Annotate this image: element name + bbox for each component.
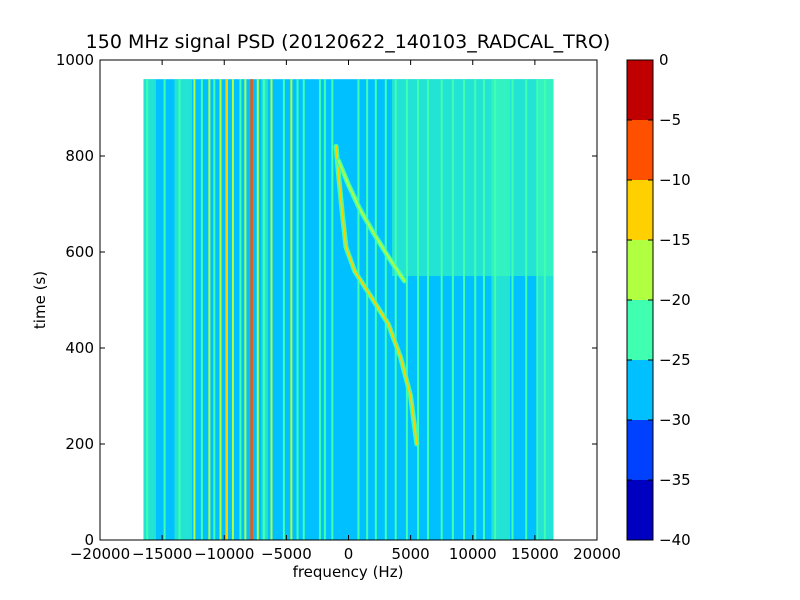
x-tick-label: 0 <box>344 545 354 563</box>
x-tick-label: −5000 <box>261 545 312 563</box>
spectrogram <box>143 79 554 540</box>
spectral-line <box>231 79 234 540</box>
spectrogram-band <box>143 79 156 540</box>
spectral-line <box>417 79 420 540</box>
spectral-line <box>225 79 228 540</box>
spectral-line <box>482 79 485 540</box>
x-axis-label: frequency (Hz) <box>293 563 404 581</box>
y-axis-label: time (s) <box>31 271 49 329</box>
spectral-line <box>282 79 285 540</box>
spectral-line <box>250 79 253 540</box>
colorbar-tick-label: −20 <box>659 291 691 309</box>
spectral-line <box>543 79 546 540</box>
spectral-line <box>323 79 326 540</box>
spectrogram-band <box>174 79 192 540</box>
spectral-line <box>256 79 259 540</box>
spectral-line <box>296 79 299 540</box>
colorbar-segment <box>627 300 653 360</box>
spectral-line <box>366 79 369 540</box>
colorbar-segment <box>627 120 653 180</box>
colorbar: 0 −5 −10 −15 −20 −25 −30 −35 −40 <box>626 51 691 549</box>
x-tick-label: 15000 <box>511 545 559 563</box>
spectral-line <box>290 79 293 540</box>
spectral-line <box>511 79 514 540</box>
colorbar-tick-label: −30 <box>659 411 691 429</box>
colorbar-tick-label: −25 <box>659 351 691 369</box>
doppler-track <box>337 159 406 282</box>
spectral-line <box>474 79 477 540</box>
x-tick-label: 20000 <box>573 545 621 563</box>
spectral-line <box>270 79 273 540</box>
spectral-line <box>244 79 247 540</box>
spectral-line <box>357 79 360 540</box>
spectral-line <box>178 79 181 540</box>
spectral-line <box>525 79 528 540</box>
spectral-line <box>451 79 454 540</box>
chart-title: 150 MHz signal PSD (20120622_140103_RADC… <box>86 31 611 53</box>
x-tick-label: −10000 <box>194 545 254 563</box>
colorbar-tick-label: −35 <box>659 471 691 489</box>
spectral-line <box>427 79 430 540</box>
spectral-line <box>239 79 242 540</box>
y-tick-label: 600 <box>65 243 94 261</box>
spectral-line <box>208 79 211 540</box>
y-tick-label: 200 <box>65 435 94 453</box>
colorbar-segment <box>627 420 653 480</box>
spectral-line <box>318 79 321 540</box>
spectral-line <box>405 79 408 540</box>
colorbar-tick-label: −40 <box>659 531 691 549</box>
y-tick-label: 800 <box>65 147 94 165</box>
colorbar-tick-label: −15 <box>659 231 691 249</box>
spectral-line <box>302 79 305 540</box>
y-axis: 0 200 400 600 800 1000 <box>56 51 597 549</box>
colorbar-segment <box>627 360 653 420</box>
colorbar-segment <box>627 240 653 300</box>
spectral-line <box>213 79 216 540</box>
spectral-line <box>384 79 387 540</box>
colorbar-segment <box>627 480 653 540</box>
spectral-line <box>536 79 539 540</box>
spectral-line <box>463 79 466 540</box>
y-tick-label: 0 <box>84 531 94 549</box>
spectral-line <box>494 79 497 540</box>
colorbar-segment <box>627 60 653 120</box>
spectral-line <box>394 79 397 540</box>
spectral-line <box>331 79 334 540</box>
spectral-line <box>200 79 203 540</box>
spectral-line <box>263 79 266 540</box>
doppler-track <box>335 145 418 445</box>
spectral-line <box>219 79 222 540</box>
x-tick-label: 5000 <box>392 545 430 563</box>
y-tick-label: 1000 <box>56 51 94 69</box>
spectral-line <box>193 79 196 540</box>
y-tick-label: 400 <box>65 339 94 357</box>
spectral-line <box>440 79 443 540</box>
x-axis: −20000 −15000 −10000 −5000 0 5000 10000 15000 20… <box>70 60 621 563</box>
x-tick-label: 10000 <box>449 545 497 563</box>
colorbar-segment <box>627 180 653 240</box>
colorbar-tick-label: −5 <box>659 111 681 129</box>
x-tick-label: −15000 <box>132 545 192 563</box>
spectral-line <box>163 79 166 540</box>
colorbar-tick-label: 0 <box>659 51 669 69</box>
x-tick-label: −20000 <box>70 545 130 563</box>
colorbar-tick-label: −10 <box>659 171 691 189</box>
spectral-line <box>374 79 377 540</box>
spectral-line <box>146 79 149 540</box>
spectrogram-band <box>391 79 554 276</box>
